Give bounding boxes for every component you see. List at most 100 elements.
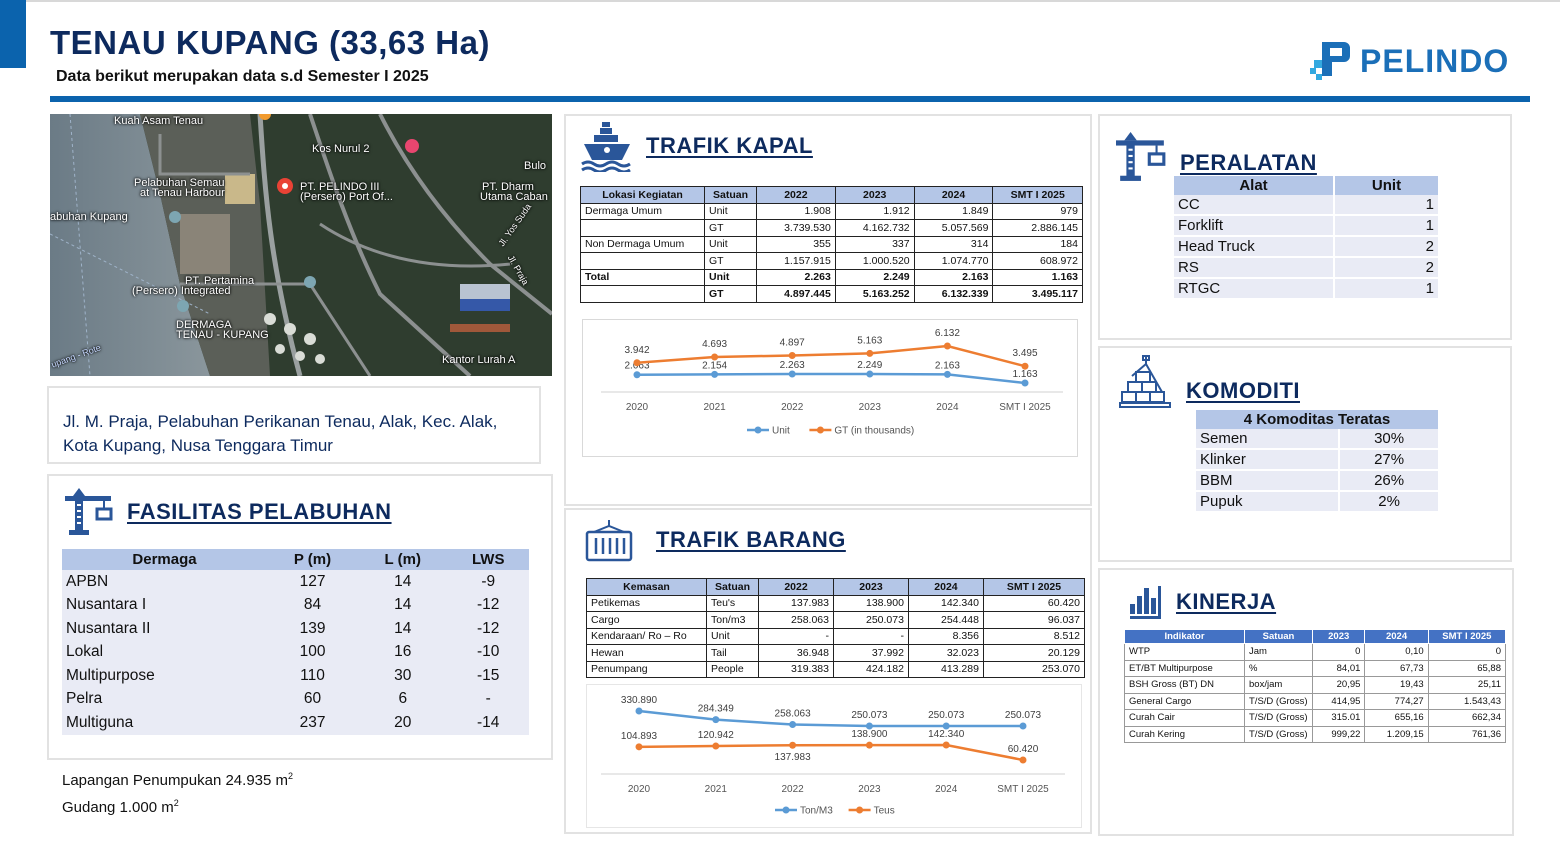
svg-text:2021: 2021 xyxy=(703,402,726,413)
col-header: Indikator xyxy=(1124,629,1245,644)
table-cell: 4.162.732 xyxy=(834,219,915,237)
table-cell: GT xyxy=(704,285,757,303)
svg-text:284.349: 284.349 xyxy=(698,704,735,715)
pelindo-logo: PELINDO xyxy=(1308,38,1509,84)
table-cell: Curah Kering xyxy=(1124,725,1245,743)
table-cell: 3.739.530 xyxy=(756,219,836,237)
table-cell: 2.263 xyxy=(756,268,836,286)
map-label: PT. Pertamina xyxy=(185,275,255,287)
table-cell: 8.512 xyxy=(982,627,1086,645)
table-cell: 0 xyxy=(1311,643,1366,661)
table-cell: Klinker xyxy=(1196,449,1340,471)
table-cell: 60 xyxy=(267,687,359,711)
peralatan-card: PERALATAN Alat Unit CC 1 Forklift 1 Head Tru… xyxy=(1098,114,1512,340)
table-cell: 84 xyxy=(267,593,359,617)
table-row: CC 1 xyxy=(1174,195,1438,216)
top-border xyxy=(0,0,1560,2)
svg-text:2.154: 2.154 xyxy=(702,360,727,371)
komoditi-card: KOMODITI 4 Komoditas Teratas Semen 30% Kli… xyxy=(1098,346,1512,562)
table-cell: T/S/D (Gross) xyxy=(1244,692,1313,710)
table-cell: 1.163 xyxy=(992,268,1083,286)
header-divider xyxy=(50,96,1530,102)
table-row: Forklift 1 xyxy=(1174,215,1438,237)
map-label: Bulo xyxy=(524,160,547,172)
table-cell: 5.057.569 xyxy=(913,219,994,237)
table-row: WTP Jam 0 0,10 0 xyxy=(1124,643,1507,661)
table-cell: 1 xyxy=(1333,278,1438,300)
table-cell: Forklift xyxy=(1174,215,1334,237)
table-cell: 19,43 xyxy=(1364,676,1429,694)
table-cell: 1.543,43 xyxy=(1427,692,1507,710)
crane-icon xyxy=(1116,132,1166,181)
table-cell: -12 xyxy=(447,617,529,641)
table-cell: T/S/D (Gross) xyxy=(1244,725,1313,743)
table-cell: Nusantara II xyxy=(62,617,267,641)
table-cell: 662,34 xyxy=(1427,709,1507,727)
table-row: ET/BT Multipurpose% 84,01 67,73 65,88 xyxy=(1124,659,1507,677)
table-cell: ET/BT Multipurpose xyxy=(1124,659,1245,677)
table-cell: Hewan xyxy=(586,644,707,662)
trafik-barang-table: Kemasan Satuan 2022 2023 2024 SMT I 2025… xyxy=(586,578,1086,678)
table-cell: 1 xyxy=(1333,215,1438,237)
col-header: 4 Komoditas Teratas xyxy=(1196,410,1438,429)
table-row: Penumpang People 319.383 424.182 413.289 253.… xyxy=(586,660,1086,678)
table-row: General Cargo T/S/D (Gross) 414,95 774,27 1.… xyxy=(1124,692,1507,710)
svg-text:104.893: 104.893 xyxy=(621,731,658,742)
table-cell: 0,10 xyxy=(1364,643,1429,661)
svg-text:258.063: 258.063 xyxy=(775,709,812,720)
table-cell: 314 xyxy=(913,235,994,253)
svg-text:2.263: 2.263 xyxy=(780,360,805,371)
col-header: L (m) xyxy=(358,549,448,570)
svg-text:330.890: 330.890 xyxy=(621,695,658,706)
col-header: 2022 xyxy=(758,578,834,596)
table-cell: T/S/D (Gross) xyxy=(1244,709,1313,727)
table-cell: 1.209,15 xyxy=(1364,725,1429,743)
table-row: GT 3.739.530 4.162.732 5.057.569 2.886.145 xyxy=(580,219,1083,237)
col-header: Satuan xyxy=(706,578,759,596)
table-cell: 999,22 xyxy=(1311,725,1366,743)
kinerja-card: KINERJA Indikator Satuan 2023 2024 SMT I… xyxy=(1098,568,1514,836)
svg-text:6.132: 6.132 xyxy=(935,328,960,339)
col-header: Lokasi Kegiatan xyxy=(580,186,705,204)
svg-text:2021: 2021 xyxy=(705,784,728,795)
svg-text:4.897: 4.897 xyxy=(780,337,805,348)
table-cell: RTGC xyxy=(1174,278,1334,300)
table-row: Dermaga Umum Unit 1.908 1.912 1.849 979 xyxy=(580,202,1083,220)
trafik-barang-title: TRAFIK BARANG xyxy=(656,527,846,552)
table-cell xyxy=(580,285,705,303)
table-row: Pupuk 2% xyxy=(1196,491,1438,513)
map-label: PT. Dharm xyxy=(482,181,534,193)
table-cell: APBN xyxy=(62,570,267,594)
table-cell: 655,16 xyxy=(1364,709,1429,727)
table-row: APBN 127 14 -9 xyxy=(62,570,529,594)
bar-chart-icon xyxy=(1130,586,1161,619)
table-cell: 355 xyxy=(756,235,836,253)
page-subtitle: Data berikut merupakan data s.d Semester… xyxy=(56,68,429,85)
table-row: GT 1.157.915 1.000.520 1.074.770 608.972 xyxy=(580,252,1083,270)
col-header: 2023 xyxy=(834,186,915,204)
col-header: Satuan xyxy=(704,186,757,204)
table-cell: 26% xyxy=(1338,470,1438,492)
trafik-barang-card: TRAFIK BARANG Kemasan Satuan 2022 2023 2… xyxy=(564,508,1092,834)
table-cell: 6 xyxy=(358,687,448,711)
table-cell: GT xyxy=(704,219,757,237)
table-cell: - xyxy=(447,687,529,711)
table-cell: 110 xyxy=(267,664,359,688)
table-cell xyxy=(580,219,705,237)
map-satellite-image xyxy=(50,114,552,376)
address-card: Jl. M. Praja, Pelabuhan Perikanan Tenau,… xyxy=(47,386,541,464)
table-row: RTGC 1 xyxy=(1174,278,1438,300)
table-row: Curah Cair T/S/D (Gross) 315.01 655,16 662,3… xyxy=(1124,709,1507,727)
table-cell: 979 xyxy=(992,202,1083,220)
location-map[interactable]: Kuah Asam Tenau Pelabuhan Semau at Tenau… xyxy=(50,114,552,376)
table-cell: 1.157.915 xyxy=(756,252,836,270)
table-row: Non Dermaga Umum Unit 355 337 314 184 xyxy=(580,235,1083,253)
map-label: PT. PELINDO III xyxy=(300,181,380,193)
address-line-1: Jl. M. Praja, Pelabuhan Perikanan Tenau,… xyxy=(63,412,498,431)
col-header: 2024 xyxy=(1364,629,1429,644)
svg-text:250.073: 250.073 xyxy=(928,710,965,721)
table-row: BSH Gross (BT) DN box/jam 20,95 19,43 25,11 xyxy=(1124,676,1507,694)
table-cell: 424.182 xyxy=(832,660,909,678)
logo-text: PELINDO xyxy=(1360,42,1510,79)
table-cell: -15 xyxy=(447,664,529,688)
